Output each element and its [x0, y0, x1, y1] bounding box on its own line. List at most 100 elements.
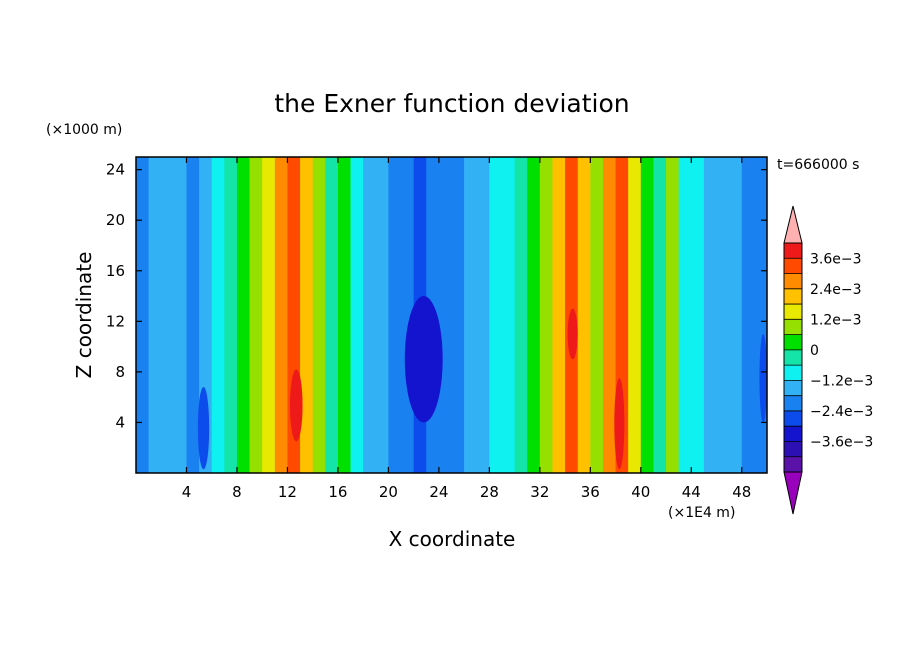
x-tick-label: 36: [581, 483, 600, 501]
x-tick-label: 12: [278, 483, 297, 501]
y-axis-title: Z coordinate: [72, 252, 96, 379]
y-axis-ticks: 4 8 12 16 20 24: [106, 161, 767, 431]
field-column: [388, 157, 402, 473]
y-tick-label: 16: [106, 262, 125, 280]
field-column: [136, 157, 150, 473]
x-tick-label: 44: [682, 483, 701, 501]
field-column: [224, 157, 238, 473]
colorbar-swatch: [784, 243, 802, 259]
y-tick-label: 24: [106, 161, 125, 179]
field-column: [602, 157, 617, 473]
y-tick-label: 20: [106, 211, 125, 229]
colorbar-label: 0: [810, 343, 819, 359]
field-column: [350, 157, 364, 473]
colorbar-swatch: [784, 334, 802, 351]
field-column: [325, 157, 339, 473]
field-column: [300, 157, 314, 473]
field-column: [312, 157, 326, 473]
field-feature: [614, 378, 625, 470]
colorbar-label: 3.6e−3: [810, 251, 862, 267]
field-column: [476, 157, 490, 473]
colorbar: 3.6e−3 2.4e−3 1.2e−3 0 −1.2e−3 −2.4e−3 −3.6e−3: [783, 205, 873, 515]
field-column: [501, 157, 516, 473]
field-column: [741, 157, 755, 473]
field-column: [489, 157, 503, 473]
field-column: [148, 157, 162, 473]
field-column: [173, 157, 188, 473]
field-feature: [759, 333, 767, 423]
colorbar-swatch: [784, 456, 802, 473]
field-column: [552, 157, 566, 473]
time-label: t=666000 s: [777, 157, 859, 173]
colorbar-swatch: [784, 258, 802, 274]
field-column: [539, 157, 554, 473]
x-tick-label: 32: [530, 483, 549, 501]
x-tick-label: 16: [328, 483, 347, 501]
field-column: [363, 157, 377, 473]
x-axis-title: X coordinate: [389, 527, 516, 551]
field-column: [653, 157, 667, 473]
colorbar-swatch: [784, 349, 802, 366]
colorbar-label: −2.4e−3: [810, 404, 873, 420]
colorbar-label: 1.2e−3: [810, 312, 862, 328]
x-tick-label: 20: [379, 483, 398, 501]
field-column: [754, 157, 767, 473]
field-column: [716, 157, 730, 473]
colorbar-swatch: [784, 288, 802, 305]
colorbar-swatch: [784, 380, 802, 396]
y-tick-label: 8: [115, 363, 125, 381]
field-column: [375, 157, 389, 473]
field-column: [703, 157, 718, 473]
field-column: [438, 157, 453, 473]
field-column: [729, 157, 743, 473]
field-column: [678, 157, 692, 473]
field-column: [236, 157, 251, 473]
field-column: [464, 157, 478, 473]
field-feature: [289, 369, 303, 442]
colorbar-swatch: [784, 273, 802, 290]
field-column: [577, 157, 591, 473]
x-unit-label: (×1E4 m): [668, 505, 735, 521]
field-column: [161, 157, 175, 473]
field-column: [514, 157, 528, 473]
y-tick-label: 4: [115, 413, 125, 431]
colorbar-label: 2.4e−3: [810, 282, 862, 298]
field-feature: [567, 308, 578, 360]
colorbar-min-extension: [783, 471, 803, 515]
field-column: [186, 157, 200, 473]
contour-field: [136, 157, 767, 473]
y-tick-label: 12: [106, 312, 125, 330]
x-tick-label: 28: [480, 483, 499, 501]
field-column: [590, 157, 604, 473]
field-column: [249, 157, 263, 473]
y-unit-label: (×1000 m): [46, 122, 122, 138]
colorbar-swatch: [784, 395, 802, 412]
field-column: [628, 157, 642, 473]
colorbar-max-extension: [783, 205, 803, 244]
field-column: [274, 157, 289, 473]
plot-frame: [135, 156, 768, 474]
field-column: [691, 157, 705, 473]
colorbar-swatch: [784, 304, 802, 320]
field-column: [527, 157, 541, 473]
field-column: [451, 157, 465, 473]
colorbar-swatch: [784, 441, 802, 458]
colorbar-swatch: [784, 410, 802, 427]
x-tick-label: 24: [429, 483, 448, 501]
x-tick-label: 8: [232, 483, 242, 501]
field-column: [337, 157, 352, 473]
x-tick-label: 4: [182, 483, 192, 501]
colorbar-swatch: [784, 365, 802, 381]
x-tick-label: 40: [631, 483, 650, 501]
x-tick-label: 48: [732, 483, 751, 501]
field-feature: [197, 387, 210, 470]
colorbar-swatch: [784, 426, 802, 442]
field-feature: [404, 296, 443, 423]
chart-title: the Exner function deviation: [274, 89, 629, 118]
field-column: [640, 157, 655, 473]
x-axis-ticks: 4 8 12 16 20 24 28 32 36 40 44 48: [182, 157, 751, 501]
field-column: [666, 157, 680, 473]
colorbar-swatch: [784, 319, 802, 335]
field-column: [262, 157, 276, 473]
